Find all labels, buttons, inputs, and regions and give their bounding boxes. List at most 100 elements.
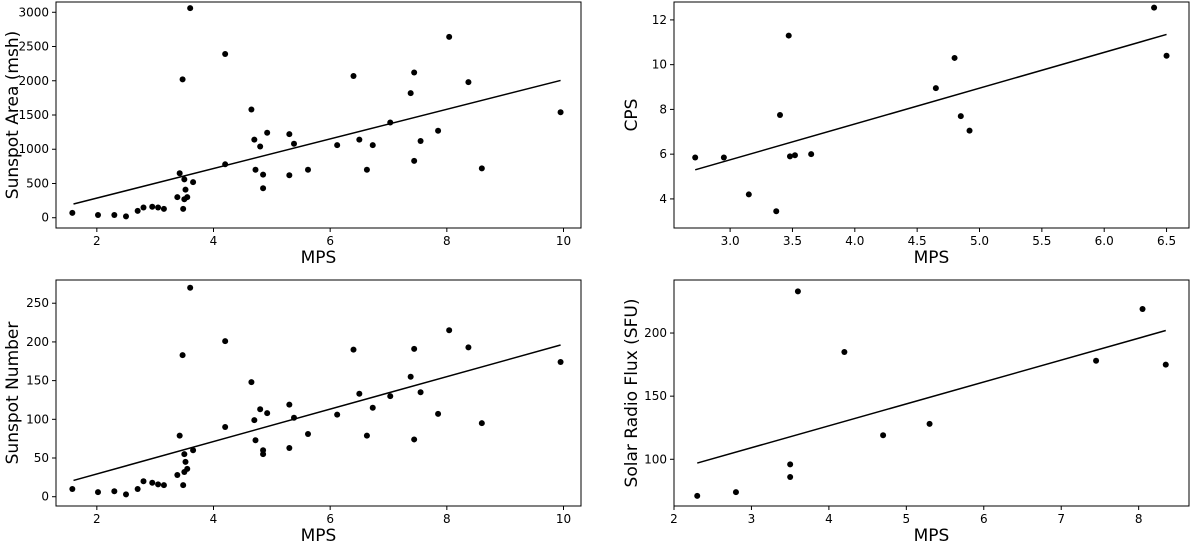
data-point	[182, 458, 189, 465]
fit-line	[694, 33, 1167, 171]
data-point	[95, 211, 101, 218]
y-tick-label: 12	[652, 13, 667, 27]
data-point	[720, 154, 727, 161]
data-point	[966, 127, 973, 134]
y-tick-label: 0	[41, 211, 49, 225]
y-tick-label: 150	[644, 389, 667, 403]
data-point	[407, 373, 414, 380]
data-point	[692, 154, 699, 161]
data-point	[411, 157, 418, 164]
x-axis-label: MPS	[301, 526, 337, 541]
data-point	[286, 172, 293, 179]
data-point	[190, 447, 197, 454]
data-point	[264, 410, 271, 417]
y-tick-label: 3000	[18, 5, 49, 19]
data-point	[465, 344, 472, 351]
data-point	[252, 437, 259, 444]
x-tick-label: 6	[326, 234, 334, 248]
data-point	[69, 485, 76, 492]
data-point	[407, 90, 414, 97]
y-axis-label: Sunspot Area (msh)	[3, 31, 23, 199]
data-point	[181, 176, 188, 183]
data-point	[926, 420, 933, 427]
data-point	[951, 54, 958, 61]
x-tick-label: 8	[443, 234, 451, 248]
x-axis-label: MPS	[914, 248, 950, 268]
data-point	[95, 489, 101, 496]
data-point	[260, 185, 267, 192]
data-point	[305, 166, 311, 173]
data-point	[160, 205, 167, 212]
y-axis-label: Sunspot Number	[3, 322, 23, 465]
fit-line	[697, 329, 1166, 464]
y-tick-label: 200	[26, 335, 49, 349]
data-point	[732, 489, 739, 496]
data-point	[111, 488, 118, 495]
data-point	[179, 76, 186, 83]
y-tick-label: 0	[41, 490, 49, 504]
data-point	[149, 203, 156, 210]
data-point	[334, 142, 341, 149]
x-tick-label: 3.5	[783, 234, 802, 248]
y-axis-label: Solar Radio Flux (SFU)	[622, 299, 642, 488]
data-point	[356, 136, 363, 143]
plot-frame	[55, 1, 582, 229]
x-tick-label: 2	[93, 512, 101, 526]
data-point	[745, 191, 752, 198]
data-point	[176, 170, 183, 177]
data-point	[369, 404, 376, 411]
data-point	[786, 153, 793, 160]
data-point	[248, 379, 255, 386]
data-point	[264, 129, 271, 136]
x-tick-label: 5.5	[1032, 234, 1051, 248]
data-point	[957, 113, 964, 120]
data-point	[694, 492, 701, 499]
y-tick-label: 150	[26, 374, 49, 388]
data-point	[260, 451, 267, 458]
data-point	[841, 348, 848, 355]
data-point	[184, 465, 191, 472]
data-point	[791, 152, 798, 159]
data-point	[179, 352, 186, 359]
x-tick-label: 4	[210, 512, 218, 526]
data-point	[363, 432, 370, 439]
data-point	[446, 33, 453, 40]
data-point	[435, 127, 442, 134]
y-tick-label: 10	[652, 58, 667, 72]
data-point	[1151, 4, 1158, 11]
data-point	[286, 401, 293, 408]
fit-line	[73, 344, 561, 482]
x-tick-label: 5.0	[970, 234, 989, 248]
data-point	[776, 112, 783, 118]
x-tick-label: 5	[903, 512, 911, 526]
x-tick-label: 4	[210, 234, 218, 248]
plot-frame	[673, 279, 1190, 507]
y-axis-label: CPS	[622, 99, 642, 132]
data-point	[251, 417, 258, 424]
data-point	[557, 109, 564, 116]
data-point	[222, 161, 229, 168]
y-tick-label: 1000	[18, 142, 49, 156]
data-point	[174, 472, 181, 479]
data-point	[785, 32, 792, 39]
data-point	[251, 136, 258, 143]
data-point	[140, 478, 147, 485]
data-point	[69, 209, 76, 216]
data-point	[134, 207, 141, 214]
data-point	[478, 165, 485, 172]
data-point	[140, 204, 147, 211]
data-point	[369, 142, 376, 149]
data-point	[222, 424, 229, 431]
data-point	[257, 143, 264, 150]
x-tick-label: 3.0	[721, 234, 740, 248]
data-point	[222, 338, 229, 345]
data-point	[417, 138, 424, 145]
plot-frame	[673, 1, 1190, 229]
x-axis-label: MPS	[301, 248, 337, 268]
data-point	[123, 491, 129, 498]
data-point	[794, 288, 801, 295]
data-point	[149, 479, 156, 486]
data-point	[134, 485, 141, 492]
x-tick-label: 8	[443, 512, 451, 526]
